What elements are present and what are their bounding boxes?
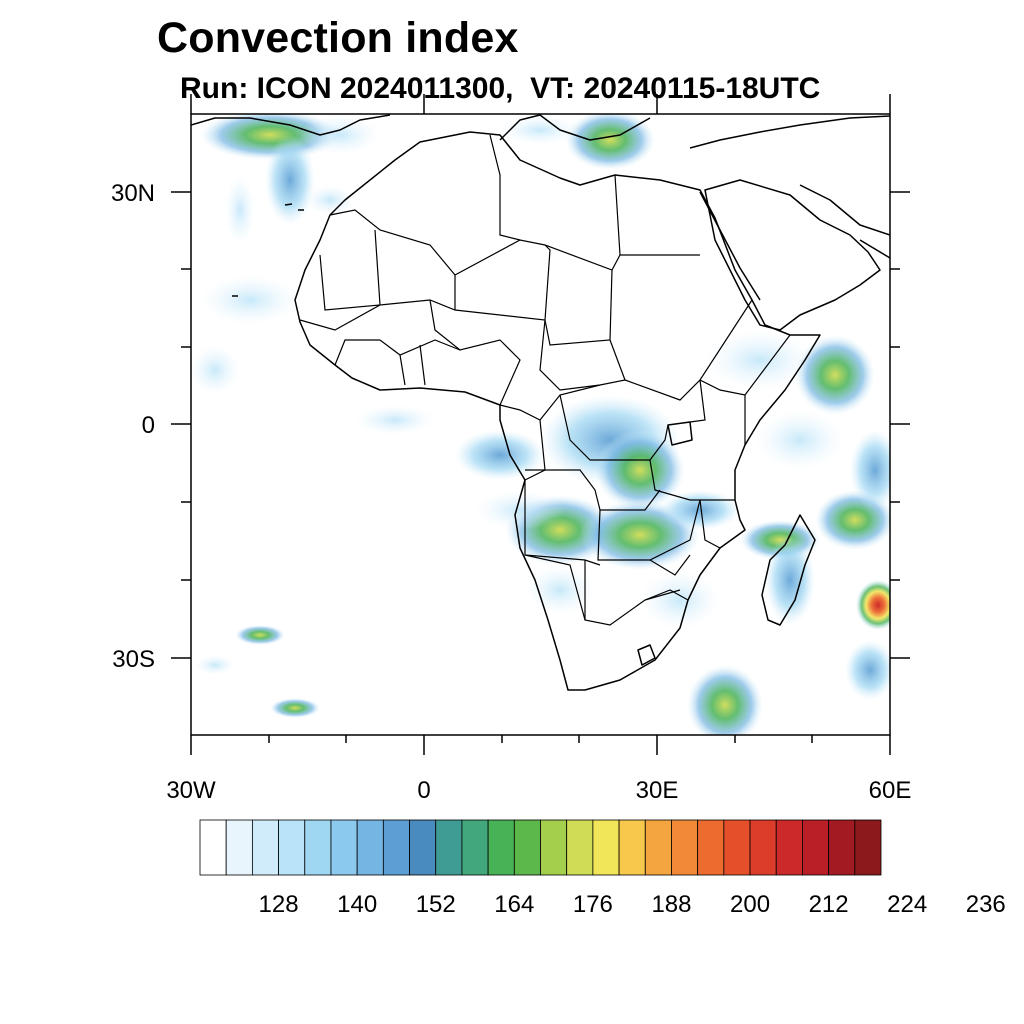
colorbar-swatch (356, 819, 384, 876)
colorbar-label: 140 (337, 891, 377, 918)
convection-field (191, 114, 890, 735)
colorbar-label: 176 (573, 891, 613, 918)
colorbar (199, 819, 882, 876)
x-axis-labels: 30W 0 30E 60E (166, 777, 911, 804)
colorbar-swatch (644, 819, 672, 876)
colorbar-swatch (723, 819, 751, 876)
colorbar-labels: 128 140 152 164 176 188 200 212 224 236 (259, 891, 1006, 918)
y-label-30n: 30N (111, 180, 155, 207)
y-label-30s: 30S (112, 646, 155, 673)
colorbar-label: 212 (809, 891, 849, 918)
colorbar-label: 128 (259, 891, 299, 918)
chart-title: Convection index (157, 14, 519, 62)
colorbar-swatch (592, 819, 620, 876)
colorbar-swatch (802, 819, 830, 876)
y-axis (171, 191, 910, 659)
colorbar-swatch (618, 819, 646, 876)
colorbar-label: 236 (966, 891, 1006, 918)
colorbar-label: 224 (887, 891, 927, 918)
x-label-30w: 30W (166, 777, 216, 804)
colorbar-swatch (697, 819, 725, 876)
colorbar-label: 188 (651, 891, 691, 918)
colorbar-swatch (854, 819, 882, 876)
colorbar-swatch (435, 819, 463, 876)
colorbar-swatch (461, 819, 489, 876)
colorbar-swatch (671, 819, 699, 876)
colorbar-swatch (566, 819, 594, 876)
x-label-60e: 60E (869, 777, 912, 804)
colorbar-swatch (382, 819, 410, 876)
colorbar-label: 200 (730, 891, 770, 918)
colorbar-swatch (225, 819, 253, 876)
colorbar-swatch (828, 819, 856, 876)
colorbar-swatch (775, 819, 803, 876)
colorbar-swatch (749, 819, 777, 876)
x-label-30e: 30E (636, 777, 679, 804)
colorbar-swatch (251, 819, 279, 876)
colorbar-swatch (199, 819, 227, 876)
colorbar-swatch (278, 819, 306, 876)
x-axis (190, 94, 891, 755)
colorbar-swatch (409, 819, 437, 876)
chart-subtitle: Run: ICON 2024011300, VT: 20240115-18UTC (180, 72, 821, 105)
colorbar-label: 164 (494, 891, 534, 918)
colorbar-swatch (304, 819, 332, 876)
x-label-0: 0 (417, 777, 430, 804)
colorbar-swatch (487, 819, 515, 876)
colorbar-label: 152 (416, 891, 456, 918)
y-axis-labels: 30N 0 30S (111, 180, 155, 673)
y-label-0: 0 (142, 412, 155, 439)
colorbar-swatch (513, 819, 541, 876)
colorbar-swatch (540, 819, 568, 876)
country-borders (299, 134, 791, 626)
map-panel (191, 114, 890, 735)
colorbar-swatch (330, 819, 358, 876)
